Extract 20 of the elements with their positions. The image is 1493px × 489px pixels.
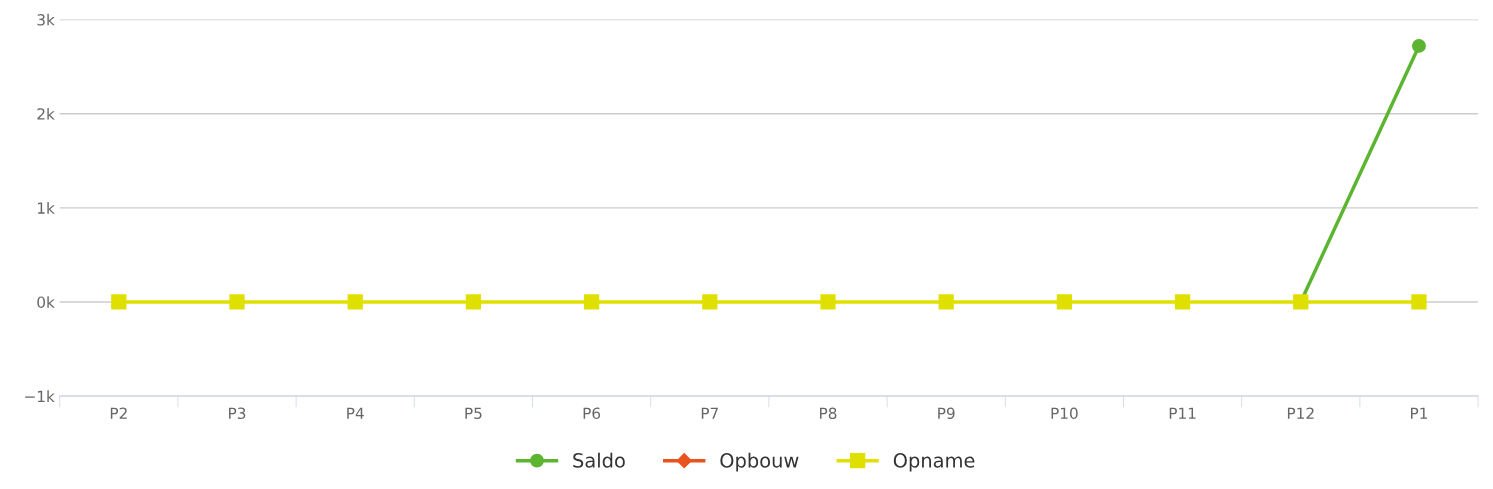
legend-label: Opname — [893, 453, 975, 472]
x-tick-label: P9 — [938, 407, 955, 420]
x-tick-label: P5 — [465, 407, 482, 420]
y-tick-label: 3k — [37, 13, 55, 26]
x-tick-label: P3 — [229, 407, 246, 420]
x-tick-label: P1 — [1411, 407, 1428, 419]
y-tick-label: 1k — [37, 202, 55, 214]
x-tick-label: P11 — [1169, 407, 1196, 419]
x-tick-label: P6 — [583, 407, 601, 420]
x-tick-label: P12 — [1287, 407, 1314, 419]
x-tick-label: P4 — [347, 407, 364, 419]
x-tick-label: P10 — [1051, 407, 1078, 420]
legend-label: Opbouw — [720, 452, 799, 472]
y-tick-label: −1k — [25, 390, 55, 402]
x-tick-label: P2 — [110, 407, 127, 419]
y-tick-label: 0k — [37, 296, 55, 308]
y-tick-label: 2k — [37, 107, 55, 120]
x-tick-label: P8 — [820, 407, 837, 420]
x-tick-label: P7 — [701, 407, 718, 419]
legend-label: Saldo — [573, 452, 625, 468]
